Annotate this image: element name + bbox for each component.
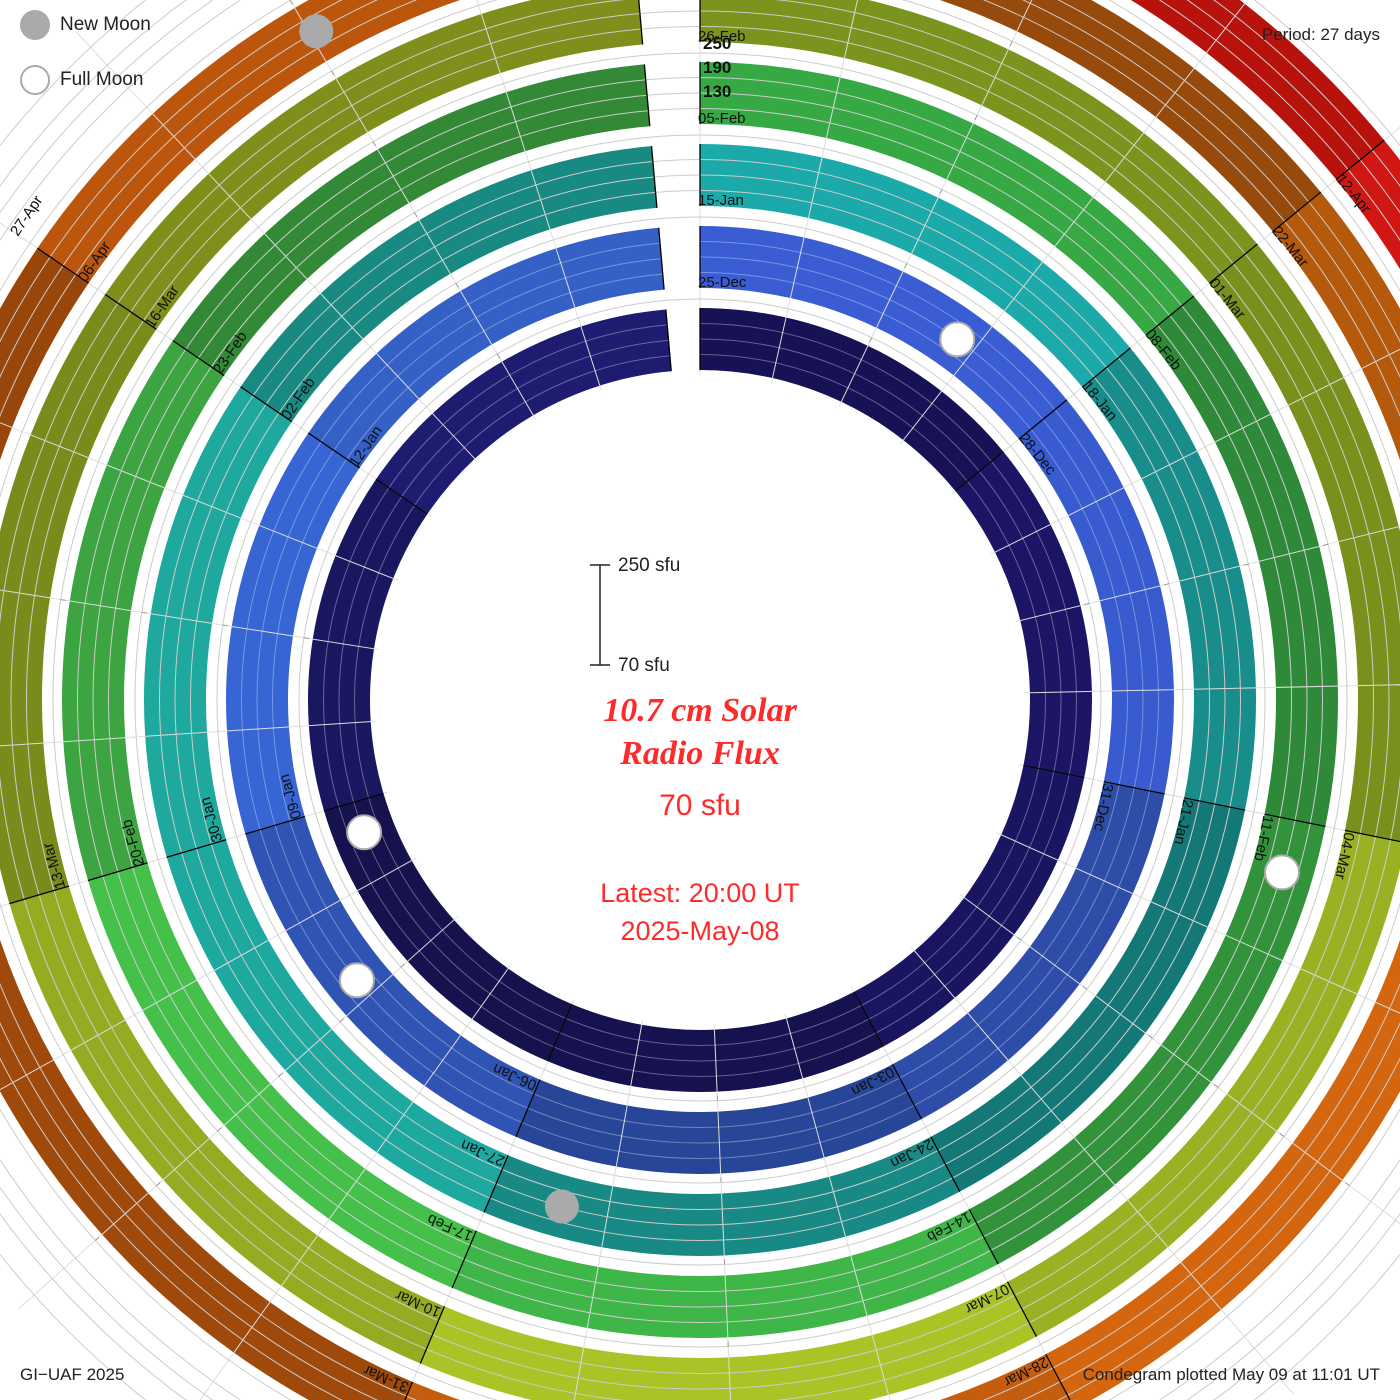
flux-day-segment xyxy=(548,992,883,1092)
full-moon-marker xyxy=(347,815,381,849)
center-title-line2: Radio Flux xyxy=(460,733,940,776)
radial-tick-190: 190 xyxy=(703,58,731,78)
footer-right: Condegram plotted May 09 at 11:01 UT xyxy=(1083,1365,1380,1385)
center-title-block: 10.7 cm Solar Radio Flux 70 sfu xyxy=(460,690,940,823)
date-tick-label: 05-Feb xyxy=(698,110,746,127)
latest-line2: 2025-May-08 xyxy=(460,913,940,951)
center-latest-block: Latest: 20:00 UT 2025-May-08 xyxy=(460,875,940,951)
full-moon-label: Full Moon xyxy=(60,69,143,91)
period-label: Period: 27 days xyxy=(1262,25,1380,45)
center-title-line1: 10.7 cm Solar xyxy=(460,690,940,733)
scale-top-label: 250 sfu xyxy=(618,555,680,576)
latest-line1: Latest: 20:00 UT xyxy=(460,875,940,913)
date-tick-label: 26-Feb xyxy=(698,28,746,45)
full-moon-marker xyxy=(340,963,374,997)
condegram-root: New Moon Full Moon Period: 27 days 250 1… xyxy=(0,0,1400,1400)
scale-bottom-label: 70 sfu xyxy=(618,655,670,675)
date-tick-label: 25-Dec xyxy=(698,274,746,291)
radial-tick-130: 130 xyxy=(703,82,731,102)
scale-bracket-icon: 250 sfu 70 sfu xyxy=(570,555,830,675)
date-tick-label: 15-Jan xyxy=(698,192,744,209)
new-moon-marker xyxy=(545,1190,579,1224)
new-moon-label: New Moon xyxy=(60,14,151,36)
new-moon-marker xyxy=(299,14,333,48)
full-moon-marker xyxy=(1265,855,1299,889)
center-subtitle: 70 sfu xyxy=(460,789,940,823)
new-moon-icon xyxy=(20,10,50,40)
footer-left: GI−UAF 2025 xyxy=(20,1365,124,1385)
full-moon-legend-item: Full Moon xyxy=(20,65,143,95)
flux-day-segment xyxy=(308,479,427,811)
full-moon-icon xyxy=(20,65,50,95)
new-moon-legend-item: New Moon xyxy=(20,10,151,40)
full-moon-marker xyxy=(940,322,974,356)
